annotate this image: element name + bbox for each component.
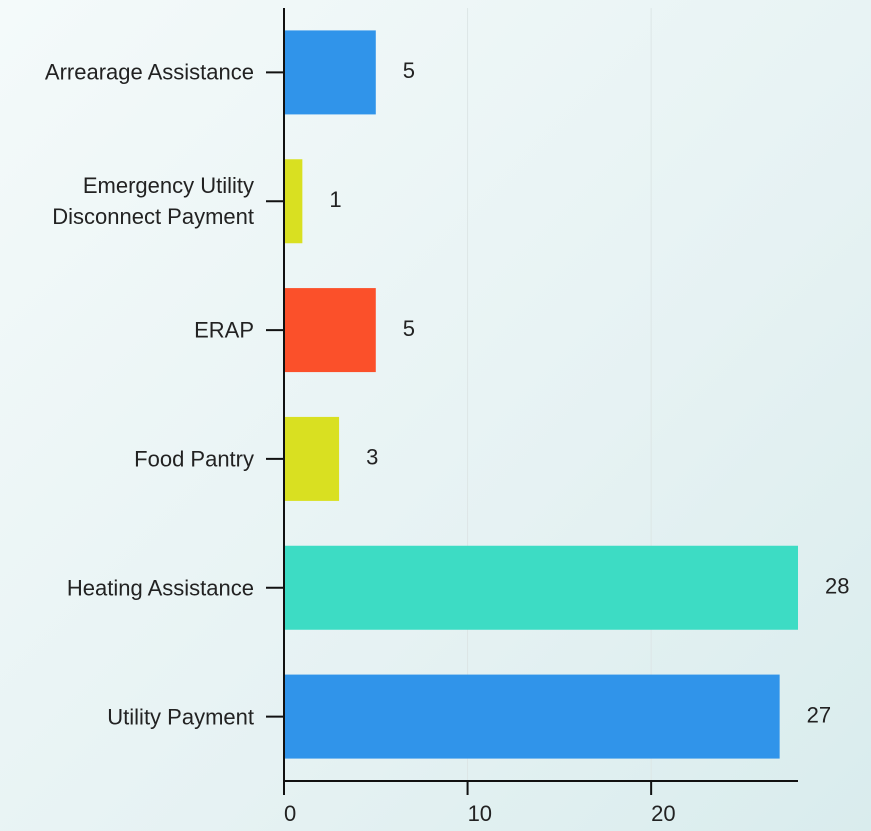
bar (284, 159, 303, 244)
value-label: 5 (403, 316, 415, 341)
bar (284, 30, 376, 115)
x-tick-label: 20 (651, 801, 675, 826)
x-tick-label: 0 (284, 801, 296, 826)
value-label: 28 (825, 574, 849, 599)
value-label: 5 (403, 58, 415, 83)
value-label: 27 (807, 702, 831, 727)
y-tick-label: Utility Payment (107, 704, 254, 730)
bar (284, 416, 340, 501)
y-tick-label: ERAP (194, 317, 254, 343)
bar (284, 674, 780, 759)
bar (284, 545, 798, 630)
y-tick-label: Heating Assistance (66, 575, 254, 601)
y-tick-label: Arrearage Assistance (44, 59, 254, 85)
y-tick-label: Food Pantry (134, 446, 254, 472)
x-tick-label: 10 (468, 801, 492, 826)
y-tick-label: Emergency Utility Disconnect Payment (52, 173, 254, 230)
bar (284, 288, 376, 373)
value-label: 3 (366, 445, 378, 470)
value-label: 1 (329, 187, 341, 212)
